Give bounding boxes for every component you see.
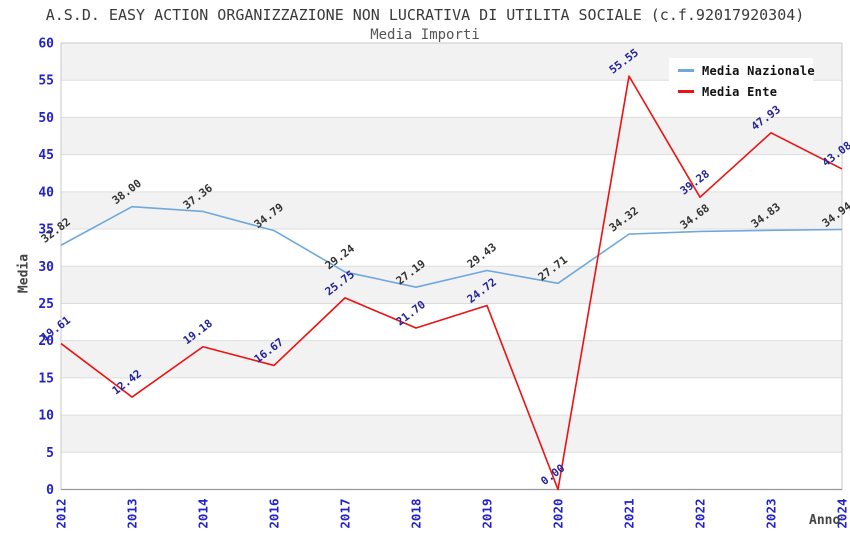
x-tick-label: 2018 (409, 499, 424, 529)
plot-band (61, 377, 842, 416)
plot-band (61, 303, 842, 341)
y-tick-label: 25 (38, 297, 54, 312)
x-tick-label: 2019 (480, 499, 495, 529)
x-tick-label: 2023 (764, 499, 779, 529)
y-tick-label: 30 (38, 260, 54, 275)
y-axis-title: Media (16, 253, 32, 294)
x-tick-label: 2024 (835, 499, 850, 529)
x-axis-title: Anno (809, 513, 841, 528)
plot-band (61, 266, 842, 304)
y-tick-label: 50 (38, 111, 54, 126)
x-tick-label: 2016 (267, 499, 282, 529)
series-line-media-nazionale (60, 205, 843, 288)
y-tick-label: 15 (38, 371, 54, 386)
y-tick-label: 35 (38, 223, 54, 238)
y-tick-label: 5 (46, 446, 54, 461)
y-tick-label: 20 (38, 334, 54, 349)
y-tick-label: 10 (38, 409, 54, 424)
y-tick-label: 0 (46, 483, 54, 498)
x-tick-label: 2014 (196, 499, 211, 529)
y-tick-label: 40 (38, 185, 54, 200)
legend-item-media-ente: Media Ente (678, 85, 813, 99)
y-tick-label: 45 (38, 148, 54, 163)
plot-band (61, 415, 842, 453)
chart-title: A.S.D. EASY ACTION ORGANIZZAZIONE NON LU… (45, 6, 805, 24)
legend-label-media-nazionale: Media Nazionale (702, 63, 815, 78)
y-tick-label: 60 (38, 37, 54, 52)
plot-band (61, 452, 842, 490)
media-ente-line-swatch (678, 90, 694, 93)
legend-label-media-ente: Media Ente (702, 84, 778, 99)
plot-band (61, 229, 842, 267)
plot-band (61, 117, 842, 155)
x-tick-label: 2021 (622, 499, 637, 529)
plot-band (61, 154, 842, 192)
series-line-media-ente (60, 75, 843, 491)
x-tick-label: 2020 (551, 499, 566, 529)
media-nazionale-line-swatch (678, 69, 694, 72)
legend-item-media-nazionale: Media Nazionale (678, 63, 815, 78)
x-tick-label: 2012 (54, 499, 69, 529)
legend: Media Nazionale Media Ente (669, 58, 815, 104)
plot-band (61, 340, 842, 378)
y-tick-label: 55 (38, 74, 54, 89)
chart-subtitle: Media Importi (370, 27, 480, 43)
x-tick-label: 2022 (693, 499, 708, 529)
x-tick-label: 2013 (125, 499, 140, 529)
x-tick-label: 2017 (338, 499, 353, 529)
